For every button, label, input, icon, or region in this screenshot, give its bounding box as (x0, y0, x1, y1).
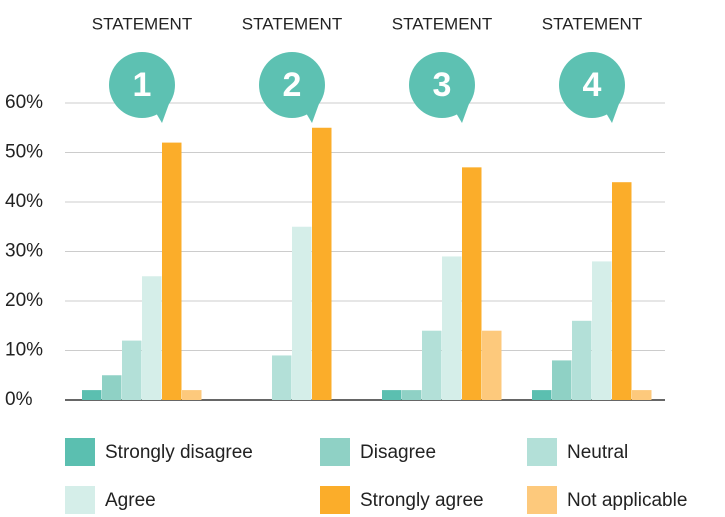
legend-label: Agree (105, 490, 156, 511)
badge (109, 52, 175, 118)
badge (259, 52, 325, 118)
legend-swatch (65, 438, 95, 466)
legend-swatch (320, 438, 350, 466)
y-tick-label: 10% (5, 340, 43, 361)
bar (592, 261, 612, 400)
badge-number: 2 (283, 66, 302, 104)
legend-swatch (65, 486, 95, 514)
legend-swatch (527, 486, 557, 514)
badge-number: 1 (133, 66, 152, 104)
bar (482, 330, 502, 400)
bar (142, 276, 162, 400)
bar (312, 127, 332, 400)
bar (162, 142, 182, 400)
badge (409, 52, 475, 118)
y-tick-label: 0% (5, 389, 33, 410)
bar (422, 330, 442, 400)
category-label: STATEMENT (392, 14, 492, 33)
y-tick-label: 20% (5, 290, 43, 311)
y-tick-label: 30% (5, 241, 43, 262)
category-label: STATEMENT (92, 14, 192, 33)
badge (559, 52, 625, 118)
legend-label: Disagree (360, 442, 436, 463)
bar (552, 360, 572, 400)
bar (122, 340, 142, 400)
badge-number: 3 (433, 66, 452, 104)
y-tick-label: 60% (5, 92, 43, 113)
legend-swatch (527, 438, 557, 466)
legend-swatch (320, 486, 350, 514)
bar (272, 355, 292, 400)
y-tick-label: 50% (5, 142, 43, 163)
bar (102, 375, 122, 400)
legend-label: Not applicable (567, 490, 687, 511)
legend-label: Neutral (567, 442, 628, 463)
y-tick-label: 40% (5, 191, 43, 212)
bar (572, 320, 592, 400)
bar (182, 390, 202, 400)
bar (82, 390, 102, 400)
bar (442, 256, 462, 400)
bar (632, 390, 652, 400)
bar (532, 390, 552, 400)
bar (462, 167, 482, 400)
bar (292, 226, 312, 400)
category-label: STATEMENT (242, 14, 342, 33)
legend-label: Strongly agree (360, 490, 484, 511)
bar (612, 182, 632, 400)
legend-label: Strongly disagree (105, 442, 253, 463)
bar (382, 390, 402, 400)
category-label: STATEMENT (542, 14, 642, 33)
bar (402, 390, 422, 400)
badge-number: 4 (583, 66, 602, 104)
